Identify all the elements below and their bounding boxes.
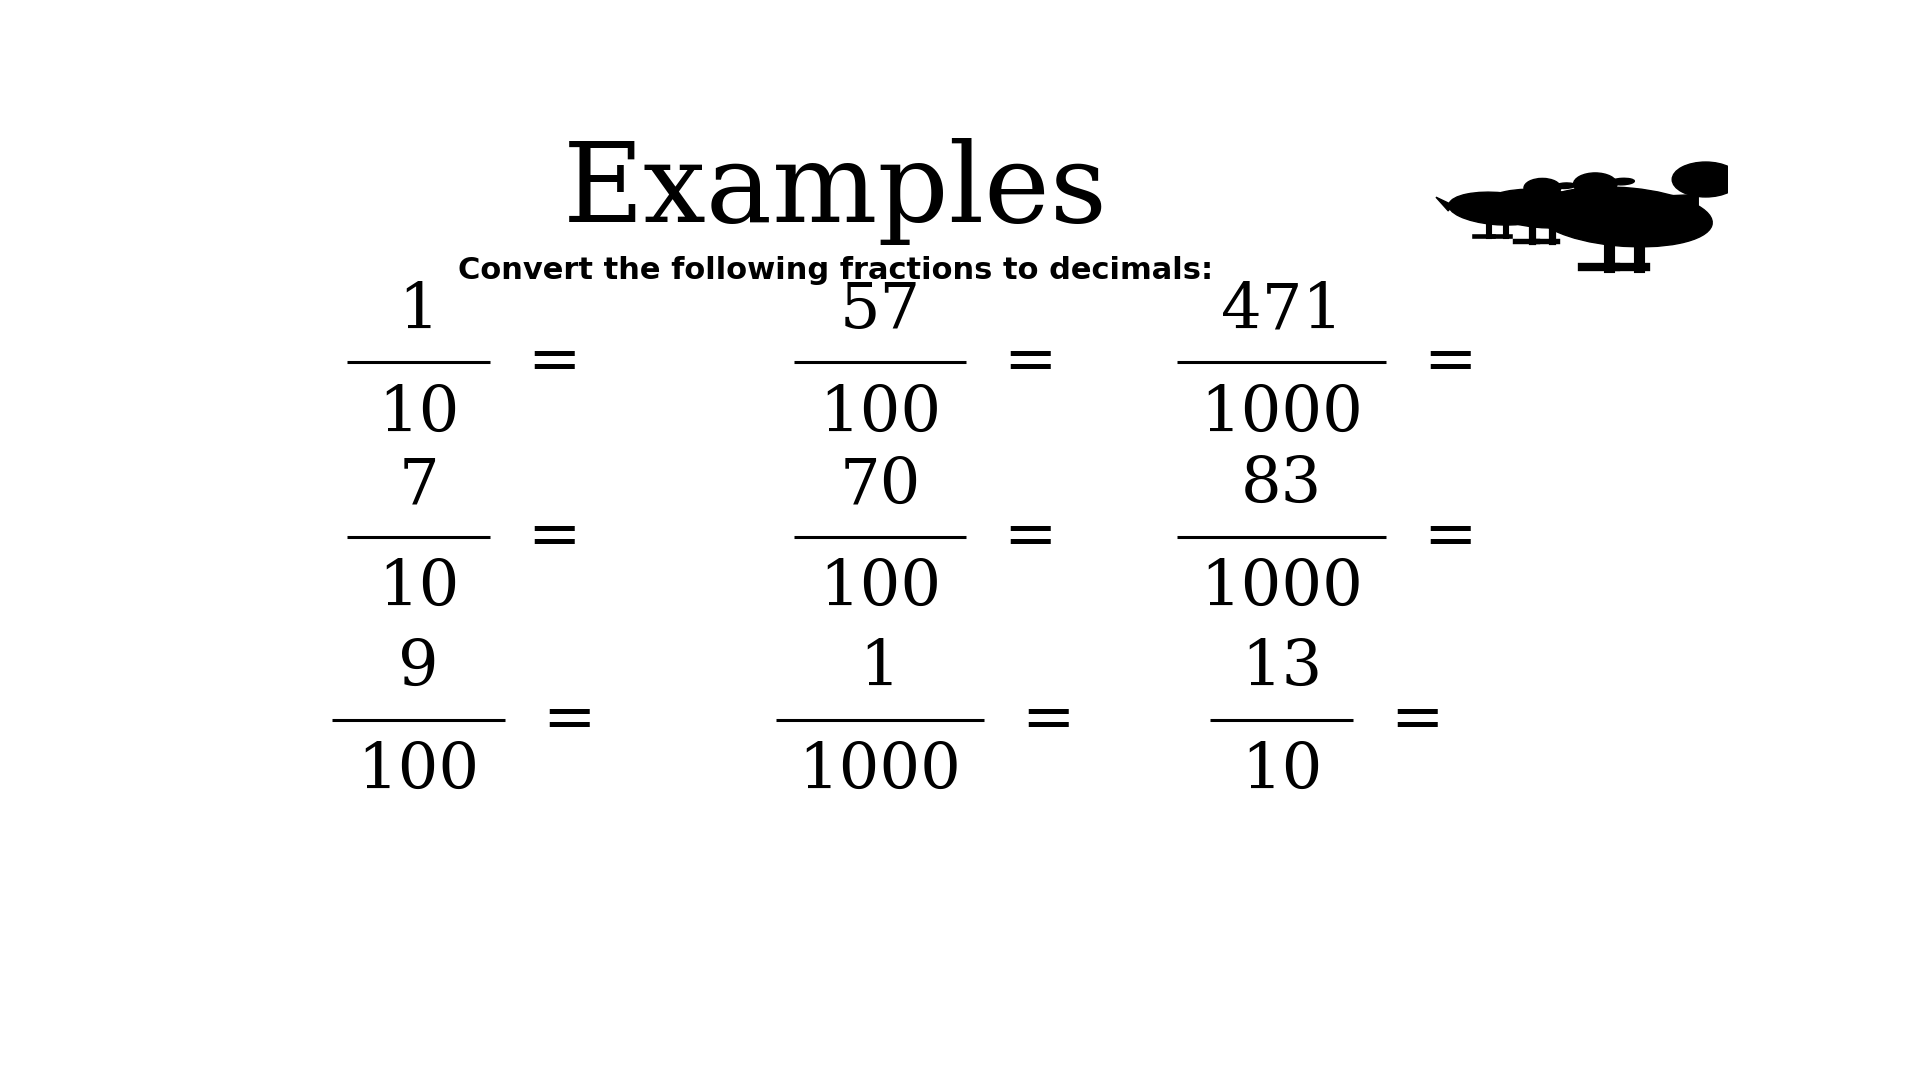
Text: 100: 100 — [818, 558, 941, 619]
Text: 10: 10 — [378, 383, 459, 445]
Text: 10: 10 — [378, 558, 459, 619]
Ellipse shape — [1728, 171, 1766, 180]
Text: 57: 57 — [839, 281, 920, 341]
Text: =: = — [528, 507, 580, 568]
Text: =: = — [1004, 507, 1056, 568]
Text: 1000: 1000 — [799, 741, 962, 802]
Ellipse shape — [1572, 173, 1617, 195]
Ellipse shape — [1536, 187, 1713, 247]
Text: 100: 100 — [818, 383, 941, 445]
Polygon shape — [1513, 197, 1542, 221]
Polygon shape — [1469, 195, 1488, 212]
Text: =: = — [1021, 689, 1075, 751]
Text: 7: 7 — [397, 455, 440, 516]
Ellipse shape — [1450, 192, 1546, 225]
Text: =: = — [1004, 332, 1056, 393]
Text: 70: 70 — [839, 455, 920, 516]
Text: Examples: Examples — [563, 138, 1108, 245]
Text: 1000: 1000 — [1200, 383, 1363, 445]
Text: =: = — [1423, 507, 1476, 568]
Text: =: = — [528, 332, 580, 393]
Text: 471: 471 — [1221, 281, 1342, 341]
Text: 1: 1 — [860, 638, 900, 699]
Ellipse shape — [1555, 183, 1576, 189]
Text: 1: 1 — [397, 281, 440, 341]
Ellipse shape — [1672, 162, 1740, 197]
Text: 1000: 1000 — [1200, 558, 1363, 619]
Polygon shape — [1567, 194, 1590, 206]
Text: 9: 9 — [397, 638, 440, 699]
Ellipse shape — [1484, 189, 1599, 228]
Text: 83: 83 — [1240, 455, 1323, 516]
Polygon shape — [1661, 194, 1699, 213]
Text: =: = — [1390, 689, 1444, 751]
Text: 10: 10 — [1240, 741, 1323, 802]
Polygon shape — [1519, 197, 1538, 206]
Text: =: = — [1423, 332, 1476, 393]
Text: Convert the following fractions to decimals:: Convert the following fractions to decim… — [457, 256, 1213, 285]
Ellipse shape — [1524, 178, 1561, 198]
Ellipse shape — [1611, 178, 1634, 185]
Text: 13: 13 — [1240, 638, 1323, 699]
Text: 100: 100 — [357, 741, 480, 802]
Text: =: = — [541, 689, 595, 751]
Polygon shape — [1436, 198, 1452, 211]
